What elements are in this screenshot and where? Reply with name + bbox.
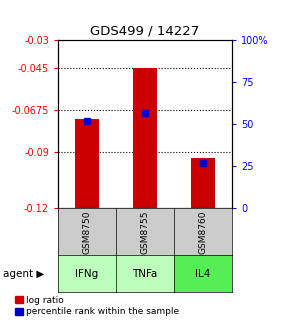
Legend: log ratio, percentile rank within the sample: log ratio, percentile rank within the sa…: [14, 296, 179, 317]
Bar: [191, 158, 215, 208]
Text: GSM8755: GSM8755: [140, 210, 150, 254]
Text: IL4: IL4: [195, 269, 211, 279]
Text: GSM8760: GSM8760: [198, 210, 208, 254]
Text: GSM8750: GSM8750: [82, 210, 92, 254]
Text: IFNg: IFNg: [75, 269, 99, 279]
Text: TNFa: TNFa: [132, 269, 158, 279]
Bar: [133, 68, 157, 208]
Bar: [75, 119, 99, 208]
Title: GDS499 / 14227: GDS499 / 14227: [90, 25, 200, 38]
Text: agent ▶: agent ▶: [3, 269, 44, 279]
